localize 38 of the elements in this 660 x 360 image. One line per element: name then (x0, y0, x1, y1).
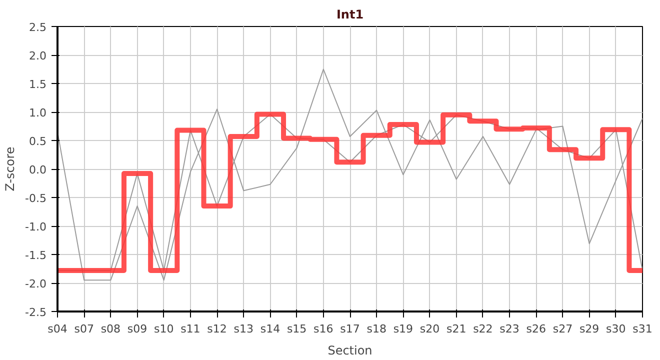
x-tick-label: s16 (314, 322, 334, 336)
x-axis-title: Section (328, 344, 372, 358)
x-tick-label: s14 (260, 322, 280, 336)
x-tick-label: s30 (606, 322, 626, 336)
x-tick-label: s07 (74, 322, 94, 336)
line-series (58, 68, 642, 281)
x-tick-label: s27 (552, 322, 573, 336)
x-tick-label: s10 (154, 322, 174, 336)
x-tick-label: s18 (366, 322, 386, 336)
y-tick-label: 1.5 (29, 78, 47, 91)
y-tick-label: -2.0 (25, 278, 47, 290)
y-tick-label: 0.0 (29, 164, 47, 176)
x-tick-label: s13 (234, 322, 254, 336)
x-tick-label: s31 (632, 322, 652, 336)
y-tick-label: 0.5 (29, 135, 47, 148)
x-tick-label: s15 (286, 322, 307, 336)
chart-title: Int1 (336, 8, 364, 22)
x-tick-label: s22 (473, 322, 493, 336)
x-tick-label: s09 (127, 322, 148, 336)
x-tick-label: s19 (393, 322, 414, 336)
y-tick-label: 1.0 (29, 106, 47, 120)
y-tick-label: -2.5 (25, 306, 47, 319)
y-tick-label: 2.5 (29, 21, 47, 34)
y-tick-label: -1.0 (25, 220, 47, 234)
x-tick-label: s17 (340, 322, 360, 336)
y-axis-title: Z-score (3, 146, 18, 192)
x-tick-label: s23 (500, 322, 520, 336)
x-tick-label: s08 (100, 322, 121, 336)
y-tick-label: -1.5 (25, 249, 47, 262)
x-tick-label: s12 (207, 322, 227, 336)
x-tick-label: s21 (446, 322, 466, 336)
x-tick-label: s04 (48, 322, 68, 336)
x-tick-label: s29 (579, 322, 600, 336)
y-tick-label: -0.5 (25, 192, 47, 205)
x-tick-label: s26 (526, 322, 546, 336)
x-tick-label: s11 (180, 322, 200, 336)
y-tick-label: 2.0 (29, 50, 47, 62)
x-tick-label: s20 (420, 322, 440, 336)
